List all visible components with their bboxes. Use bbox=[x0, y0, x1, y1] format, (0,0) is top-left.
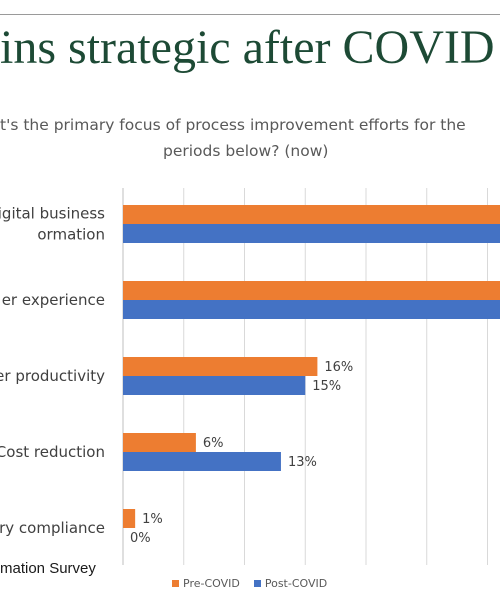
bar-post-covid bbox=[123, 224, 500, 243]
legend-swatch-post-covid bbox=[253, 579, 261, 587]
slide-title: ins strategic after COVID bbox=[0, 21, 495, 74]
legend-item-post-covid: Post-COVID bbox=[253, 576, 328, 590]
category-label: igital business bbox=[0, 205, 105, 223]
category-label: er experience bbox=[2, 291, 105, 309]
top-rule bbox=[0, 14, 500, 15]
bar-pre-covid bbox=[123, 281, 500, 300]
category-label: Cost reduction bbox=[0, 443, 105, 461]
category-label: ry compliance bbox=[0, 519, 105, 537]
legend-label-post-covid: Post-COVID bbox=[264, 576, 328, 590]
bar-pre-covid bbox=[123, 205, 500, 224]
chart-title-line-2: periods below? (now) bbox=[163, 142, 329, 160]
bar-pre-covid bbox=[123, 357, 318, 376]
legend-label-pre-covid: Pre-COVID bbox=[183, 576, 240, 590]
bar-post-covid bbox=[123, 300, 500, 319]
data-label-pre-covid: 6% bbox=[203, 436, 224, 451]
chart-title-line-1: t's the primary focus of process improve… bbox=[0, 116, 466, 134]
data-label-pre-covid: 1% bbox=[142, 512, 163, 527]
legend-swatch-pre-covid bbox=[172, 579, 179, 587]
source-text: mation Survey bbox=[0, 560, 96, 577]
bar-pre-covid bbox=[123, 509, 136, 528]
data-label-post-covid: 0% bbox=[130, 531, 151, 546]
category-label: ormation bbox=[37, 226, 105, 244]
data-label-post-covid: 13% bbox=[288, 455, 317, 470]
legend-item-pre-covid: Pre-COVID bbox=[172, 577, 240, 590]
bar-post-covid bbox=[123, 452, 281, 471]
chart-legend: Pre-COVID Post-COVID bbox=[172, 575, 341, 591]
category-label: er productivity bbox=[0, 367, 105, 385]
data-label-post-covid: 15% bbox=[312, 379, 341, 394]
data-label-pre-covid: 16% bbox=[324, 360, 353, 375]
bar-post-covid bbox=[123, 376, 306, 395]
bar-pre-covid bbox=[123, 433, 196, 452]
